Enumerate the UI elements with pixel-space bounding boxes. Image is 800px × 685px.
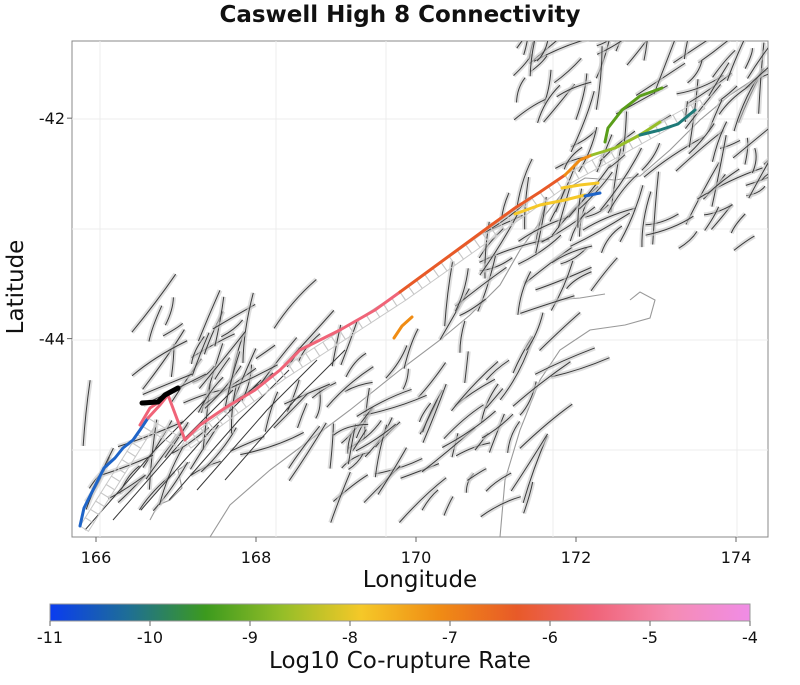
x-tick-label: 170 [401, 548, 432, 567]
trace-clarence [583, 191, 602, 198]
colorbar-tick-label: -9 [242, 628, 258, 647]
chart-title: Caswell High 8 Connectivity [219, 2, 581, 28]
colorbar-tick-label: -7 [442, 628, 458, 647]
x-tick-label: 172 [561, 548, 592, 567]
colorbar-tick-label: -10 [137, 628, 163, 647]
x-axis-label: Longitude [362, 567, 478, 593]
trace-wairau-south [513, 193, 587, 216]
gridlines [72, 41, 768, 537]
plot-area [71, 40, 769, 538]
trace-hope-east [563, 153, 594, 177]
colorbar-tick-label: -5 [642, 628, 658, 647]
trace-alpine-south [78, 416, 150, 528]
colorbar-tick-label: -4 [742, 628, 758, 647]
colorbar-tick-label: -6 [542, 628, 558, 647]
trace-alpine-north [398, 173, 567, 294]
y-axis-ticks: -42 -44 [39, 109, 72, 349]
source-fault-caswell-high-8 [139, 385, 181, 406]
colorbar [49, 603, 751, 622]
colorbar-tick-label: -11 [37, 628, 63, 647]
trace-alfredton [603, 86, 664, 144]
colorbar-ticks: -11 -10 -9 -8 -7 -6 -5 -4 [37, 621, 758, 647]
colorbar-tick-label: -8 [342, 628, 358, 647]
trace-awatere [560, 181, 600, 190]
coastline [149, 69, 768, 537]
x-tick-label: 168 [241, 548, 272, 567]
trace-waimea [638, 108, 697, 137]
colorbar-label: Log10 Co-rupture Rate [269, 648, 531, 674]
x-tick-label: 166 [81, 548, 112, 567]
y-tick-label: -42 [39, 109, 65, 128]
trace-wairau-north [590, 120, 662, 157]
co-rupture-traces [78, 86, 697, 528]
y-tick-label: -44 [39, 330, 65, 349]
x-tick-label: 174 [721, 548, 752, 567]
trace-porters-pass [392, 315, 414, 340]
y-axis-label: Latitude [3, 239, 29, 335]
x-axis-ticks: 166 168 170 172 174 [81, 537, 752, 567]
